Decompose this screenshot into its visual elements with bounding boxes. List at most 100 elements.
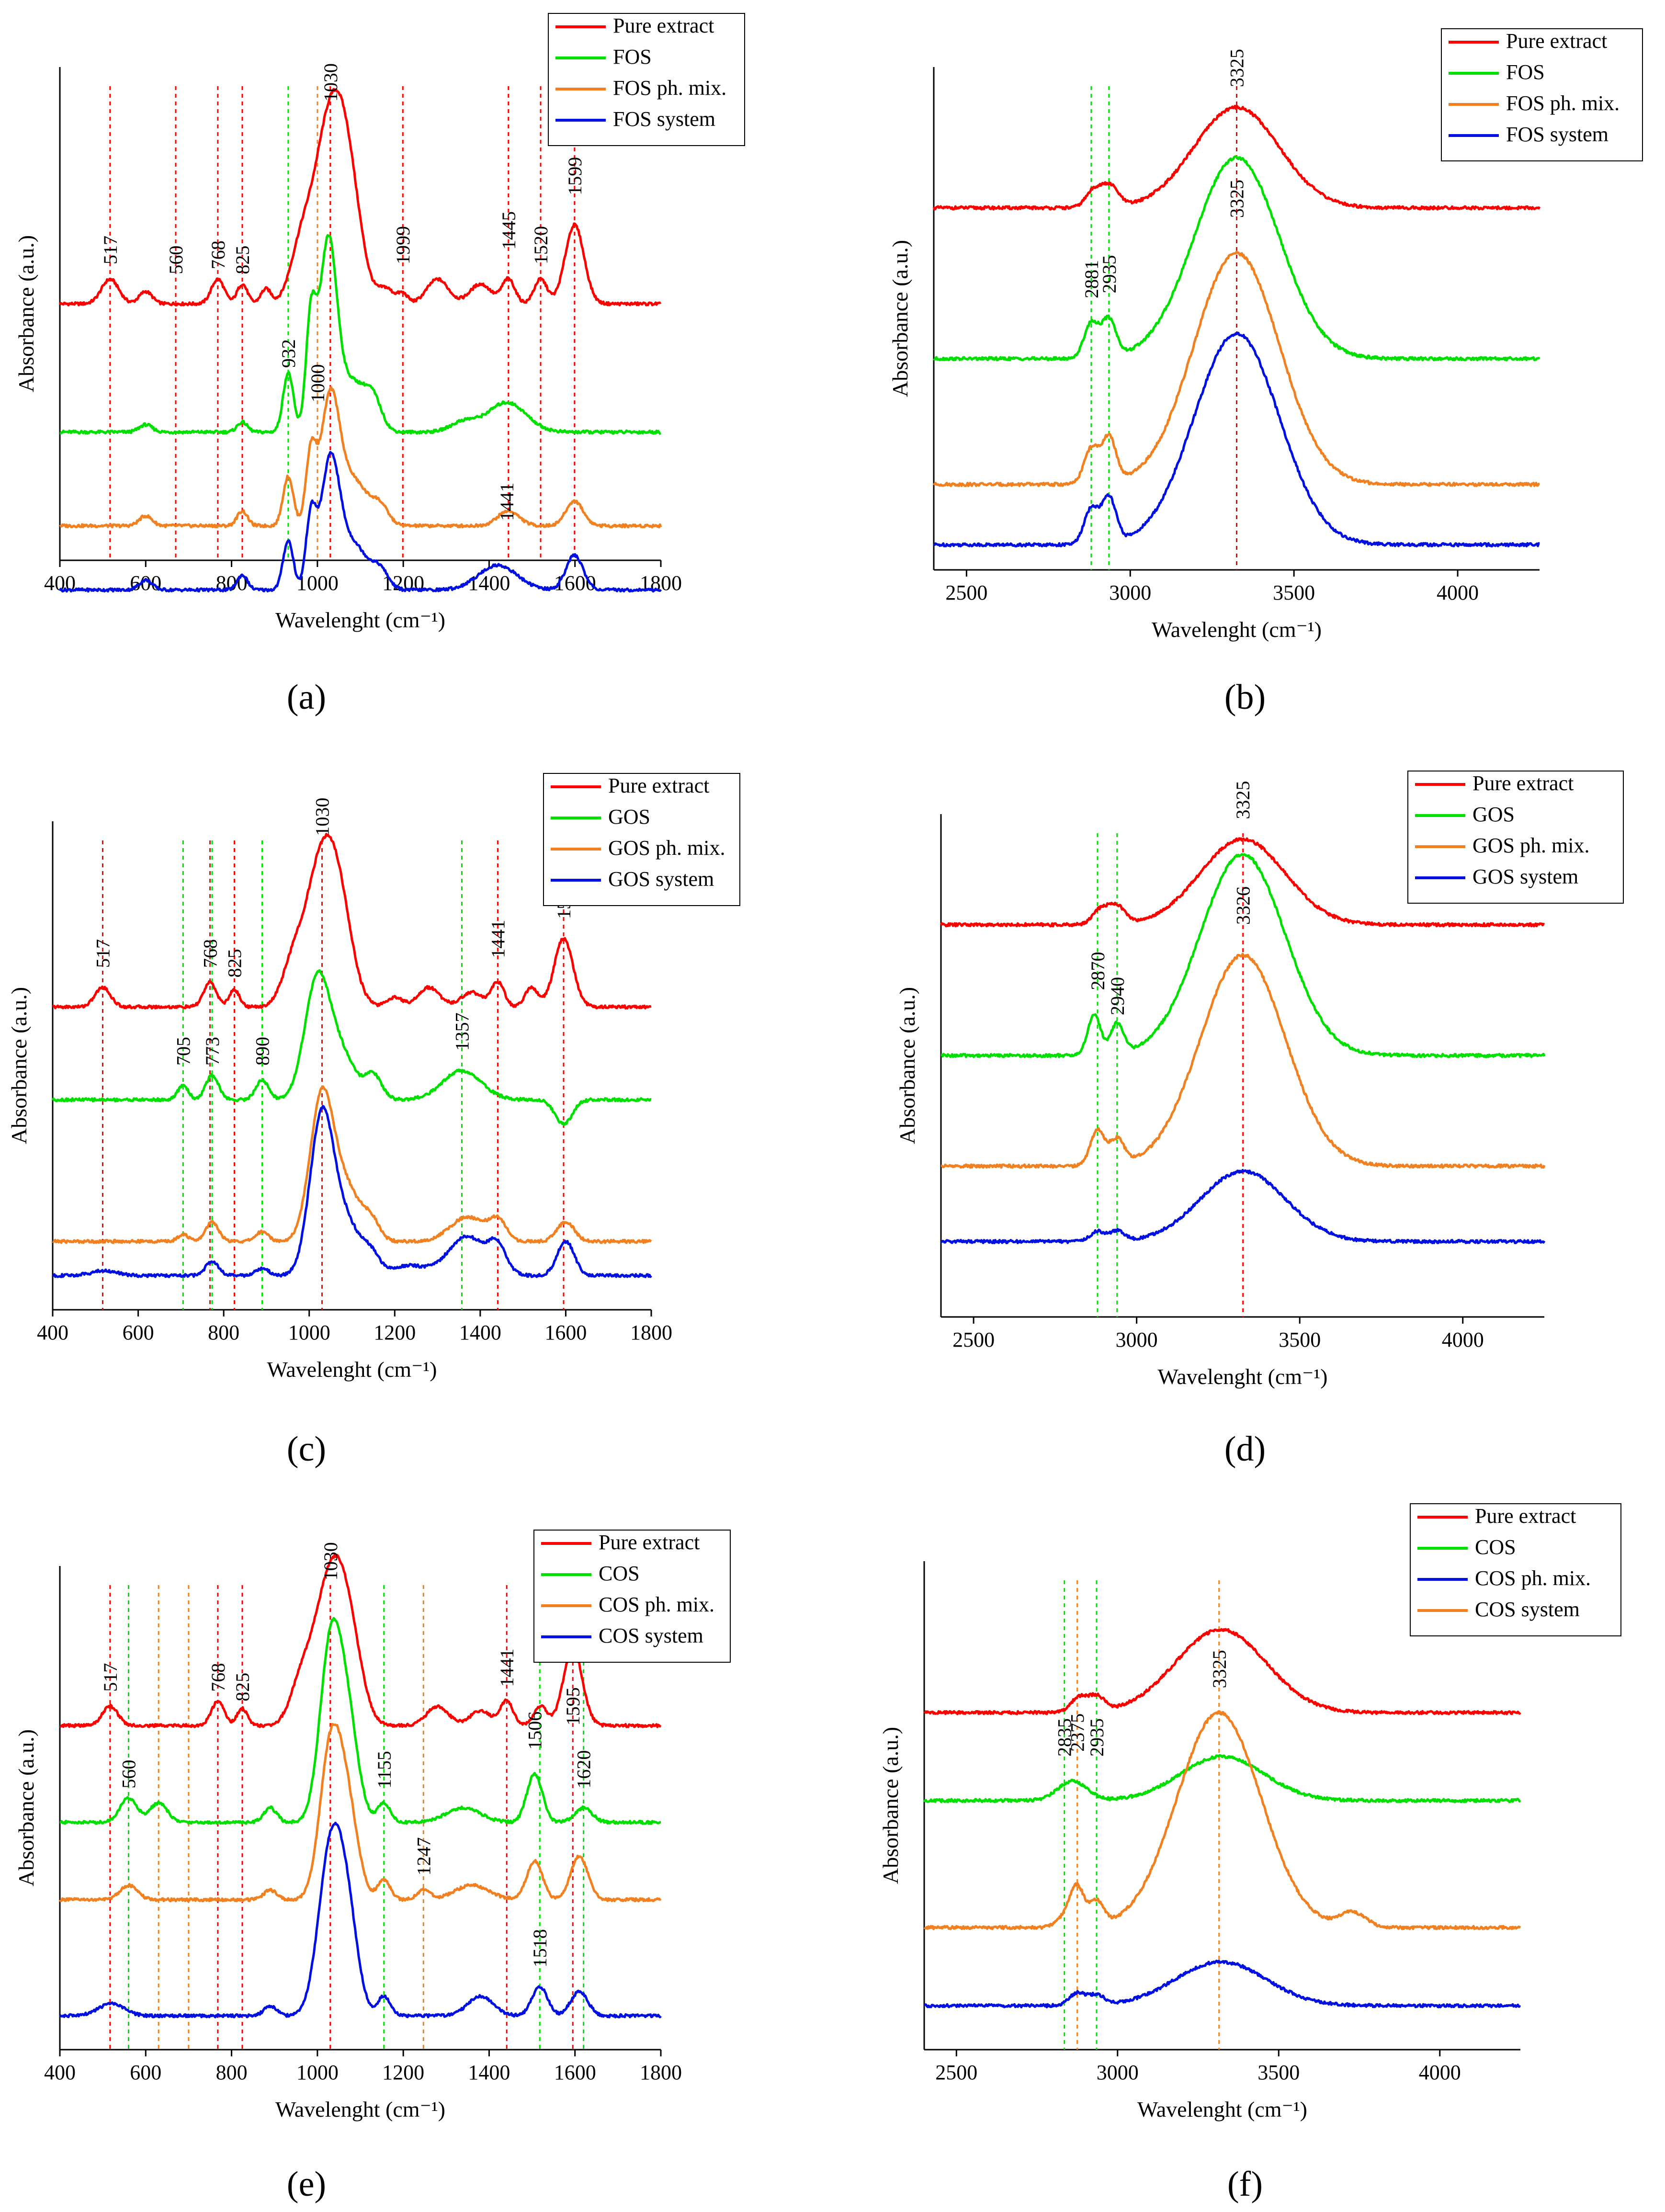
series-line-fos	[59, 234, 661, 435]
legend-entry: COS system	[599, 1624, 703, 1647]
legend-entry: FOS ph. mix.	[613, 76, 726, 100]
x-tick-label: 400	[37, 1321, 68, 1344]
legend-box	[1410, 1503, 1621, 1636]
peak-label: 1030	[320, 1542, 341, 1580]
peak-label: 517	[100, 1663, 121, 1692]
series-line-gos	[940, 853, 1546, 1058]
peak-label: 2940	[1107, 977, 1128, 1015]
series-line-cos-ph-mix-	[59, 1723, 662, 1903]
y-axis-label: Absorbance (a.u.)	[878, 1727, 903, 1884]
series-line-cos-system	[59, 1821, 662, 2019]
peak-label: 3326	[1233, 886, 1254, 925]
x-tick-label: 1600	[544, 1321, 587, 1344]
legend-entry: FOS	[613, 45, 652, 68]
x-axis-label: Wavelenght (cm⁻¹)	[275, 2097, 445, 2121]
legend-box	[548, 13, 745, 146]
peak-label: 1441	[487, 920, 509, 958]
series-line-fos	[933, 155, 1540, 362]
peak-label: 2881	[1081, 260, 1102, 298]
x-tick-label: 3500	[1257, 2061, 1300, 2084]
peak-label: 768	[207, 240, 229, 269]
x-tick-label: 1000	[296, 571, 339, 595]
legend-entry: GOS system	[608, 867, 714, 891]
legend-entry: GOS ph. mix.	[1472, 834, 1589, 857]
x-tick-label: 4000	[1442, 1328, 1484, 1351]
series-line-pure-extract	[58, 88, 662, 306]
x-tick-label: 1600	[554, 2061, 596, 2084]
legend-entry: Pure extract	[1475, 1504, 1576, 1528]
legend: Pure extract GOS GOS ph. mix. GOS system	[543, 773, 740, 906]
legend-entry: GOS	[608, 805, 650, 828]
legend-entry: Pure extract	[613, 14, 714, 37]
x-tick-label: 1400	[468, 2061, 510, 2084]
x-tick-label: 1000	[288, 1321, 330, 1344]
peak-label: 825	[232, 246, 253, 274]
series-line-gos-ph-mix-	[52, 1085, 652, 1244]
panel-b-chart: 2500 3000 3500 4000 Wavelenght (cm⁻¹) Absorba…	[888, 28, 1643, 642]
series-line-cos	[923, 1754, 1521, 1804]
peak-label: 825	[224, 949, 245, 977]
x-tick-label: 2500	[952, 1328, 995, 1351]
peak-label: 2375	[1067, 1713, 1088, 1752]
panel-label-d: (d)	[1224, 1429, 1266, 1469]
series-line-fos-ph-mix-	[933, 250, 1540, 488]
panel-label-b: (b)	[1224, 678, 1266, 717]
x-tick-label: 600	[130, 571, 161, 595]
y-axis-label: Absorbance (a.u.)	[895, 987, 919, 1144]
panel-label-f: (f)	[1227, 2165, 1263, 2204]
x-tick-label: 3000	[1109, 581, 1151, 604]
legend-entry: COS	[1475, 1535, 1516, 1559]
legend: Pure extract COS COS ph. mix. COS system	[533, 1530, 731, 1663]
legend-entry: FOS system	[1506, 123, 1608, 146]
series-line-fos-system	[933, 331, 1540, 548]
legend-box	[1407, 771, 1624, 904]
panel-f-chart: 2500 3000 3500 4000 Wavelenght (cm⁻¹) Absorba…	[878, 1503, 1621, 2121]
legend-entry: COS system	[1475, 1598, 1580, 1621]
peak-label: 1518	[529, 1929, 551, 1967]
series-line-gos	[51, 969, 652, 1126]
peak-label: 1247	[413, 1837, 434, 1875]
peak-label: 768	[207, 1663, 229, 1692]
x-tick-label: 1400	[459, 1321, 501, 1344]
x-tick-label: 4000	[1419, 2061, 1461, 2084]
x-tick-label: 1200	[382, 2061, 424, 2084]
legend-entry: GOS	[1472, 803, 1515, 826]
peak-label: 1441	[496, 1649, 518, 1687]
peak-label: 2935	[1099, 255, 1120, 294]
series-line-gos-system	[940, 1168, 1546, 1245]
peak-label: 1030	[312, 798, 333, 836]
peak-label: 2935	[1086, 1718, 1108, 1757]
legend-entry: FOS	[1506, 60, 1545, 84]
legend-box	[1441, 28, 1643, 161]
peak-label: 3325	[1226, 180, 1248, 218]
peak-label: 1506	[524, 1712, 545, 1750]
x-tick-label: 800	[208, 1321, 239, 1344]
peak-label: 560	[165, 246, 187, 274]
x-tick-label: 2500	[935, 2061, 977, 2084]
x-tick-label: 600	[130, 2061, 161, 2084]
series-line-gos-system	[52, 1105, 652, 1278]
peak-label: 1000	[307, 364, 328, 402]
x-tick-label: 4000	[1437, 581, 1479, 604]
panel-c-chart: 400 600 800 1000 1200 1400 1600 1800 Wavelenght …	[7, 773, 740, 1382]
series-line-pure-extract	[940, 837, 1545, 928]
x-tick-label: 1400	[468, 571, 510, 595]
legend-entry: GOS ph. mix.	[608, 836, 725, 860]
legend-entry: GOS system	[1472, 865, 1578, 888]
peak-label: 1520	[530, 226, 552, 264]
x-axis-label: Wavelenght (cm⁻¹)	[1158, 1364, 1328, 1389]
peak-label: 517	[92, 939, 113, 968]
panel-e-chart: 400 600 800 1000 1200 1400 1600 1800 Wavelenght …	[14, 1530, 731, 2121]
legend-entry: Pure extract	[608, 774, 709, 797]
x-axis-label: Wavelenght (cm⁻¹)	[275, 608, 445, 632]
peak-label: 1357	[451, 1012, 473, 1051]
series-line-cos	[59, 1617, 661, 1825]
x-tick-label: 1000	[296, 2061, 339, 2084]
peak-label: 1445	[498, 211, 520, 250]
peak-label: 2835	[1054, 1718, 1076, 1757]
peak-label: 1599	[564, 157, 586, 195]
x-tick-label: 3000	[1097, 2061, 1139, 2084]
panel-label-c: (c)	[287, 1429, 326, 1469]
y-axis-label: Absorbance (a.u.)	[14, 1729, 38, 1886]
